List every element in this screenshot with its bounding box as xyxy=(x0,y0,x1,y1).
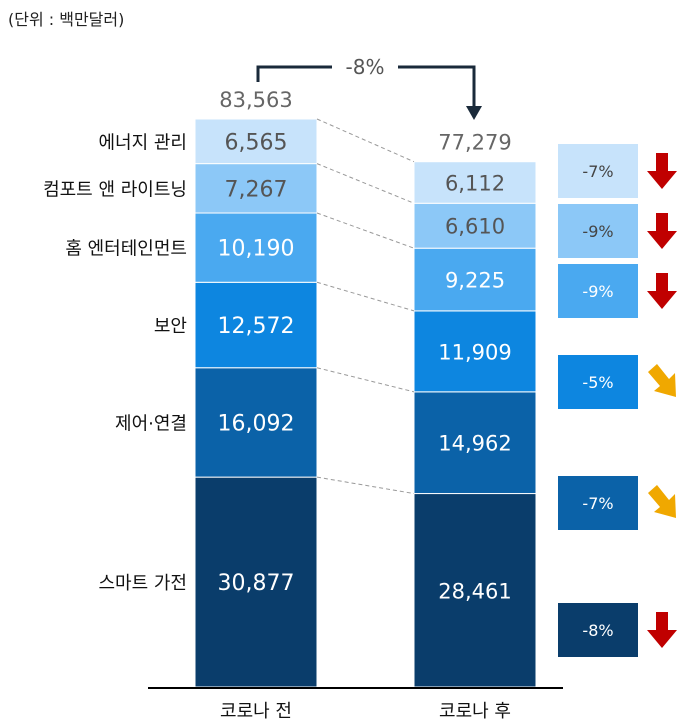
series-label: 에너지 관리 xyxy=(98,132,187,153)
change-total-label: -8% xyxy=(346,55,385,79)
series-label: 제어·연결 xyxy=(115,413,187,434)
down-arrow-icon xyxy=(647,612,677,648)
diagonal-down-arrow-icon xyxy=(648,485,676,518)
x-tick-label: 코로나 전 xyxy=(220,701,292,722)
change-label: -5% xyxy=(582,373,613,392)
series-label: 보안 xyxy=(154,316,187,337)
change-label: -8% xyxy=(582,621,613,640)
bar-segment xyxy=(413,310,537,393)
change-box xyxy=(558,476,638,530)
bar-value-label: 10,190 xyxy=(218,237,295,262)
bar-value-label: 14,962 xyxy=(438,432,511,456)
bar-value-label: 6,112 xyxy=(445,171,505,195)
series-label: 홈 엔터테인먼트 xyxy=(65,239,187,260)
bar-value-label: 9,225 xyxy=(445,269,505,293)
bar-segment xyxy=(413,247,537,312)
change-label: -7% xyxy=(582,494,613,513)
change-label: -9% xyxy=(582,222,613,241)
down-arrow-icon xyxy=(647,153,677,189)
change-box xyxy=(558,603,638,657)
bar-segment xyxy=(413,202,537,249)
change-box xyxy=(558,204,638,258)
change-label: -7% xyxy=(582,162,613,181)
total-label: 83,563 xyxy=(219,88,292,112)
unit-label: (단위 : 백만달러) xyxy=(8,10,125,29)
connector-line xyxy=(316,118,415,163)
bar-segment xyxy=(413,161,537,204)
change-box xyxy=(558,264,638,318)
connector-line xyxy=(316,163,415,204)
connector-line xyxy=(316,281,415,312)
bar-segment xyxy=(194,476,318,688)
bar-value-label: 11,909 xyxy=(438,340,511,364)
down-arrow-icon xyxy=(647,273,677,309)
total-label: 77,279 xyxy=(438,131,511,155)
connector-line xyxy=(316,367,415,393)
bar-value-label: 7,267 xyxy=(225,177,288,202)
bar-segment xyxy=(194,212,318,283)
change-box xyxy=(558,355,638,409)
connector-line xyxy=(316,476,415,495)
change-box xyxy=(558,144,638,198)
bar-value-label: 6,565 xyxy=(225,130,288,155)
connector-line xyxy=(316,212,415,249)
series-label: 스마트 가전 xyxy=(98,573,187,594)
bar-value-label: 16,092 xyxy=(218,411,295,436)
diagonal-down-arrow-icon xyxy=(648,364,676,397)
bar-value-label: 30,877 xyxy=(218,571,295,596)
bar-segment xyxy=(194,367,318,478)
bar-segment xyxy=(194,118,318,165)
bracket-arrow-head xyxy=(466,106,482,120)
bar-value-label: 12,572 xyxy=(218,314,295,339)
change-label: -9% xyxy=(582,282,613,301)
series-label: 컴포트 앤 라이트닝 xyxy=(43,179,187,200)
bracket-line-right xyxy=(398,65,476,108)
x-tick-label: 코로나 후 xyxy=(439,701,511,722)
bar-segment xyxy=(194,163,318,214)
bar-value-label: 6,610 xyxy=(445,215,505,239)
down-arrow-icon xyxy=(647,213,677,249)
bar-value-label: 28,461 xyxy=(438,579,511,603)
bar-segment xyxy=(413,391,537,495)
bracket-line-left xyxy=(256,65,332,82)
